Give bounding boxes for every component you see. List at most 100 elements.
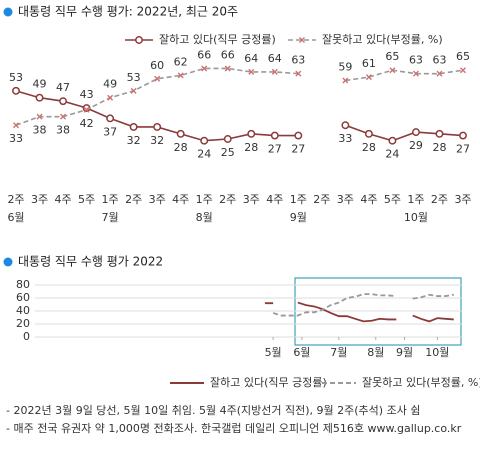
- x-tick-label: 1주: [102, 193, 119, 206]
- point: [129, 123, 138, 131]
- month-label: 10월: [404, 211, 428, 224]
- data-label: 32: [127, 134, 141, 147]
- point: [36, 113, 43, 120]
- point: [412, 70, 419, 77]
- x-tick-label: 1주: [407, 193, 424, 206]
- point: [271, 68, 278, 75]
- point: [364, 129, 373, 138]
- point: [294, 131, 303, 140]
- point: [435, 129, 444, 138]
- x-tick-label: 1주: [196, 193, 213, 206]
- x-tick-label: 3주: [243, 193, 260, 206]
- data-label: 53: [9, 71, 23, 84]
- x-tick-label: 3주: [454, 193, 471, 206]
- point: [107, 94, 114, 101]
- month-label: 7월: [102, 211, 119, 224]
- data-label: 47: [56, 81, 70, 94]
- data-label: 42: [80, 117, 94, 130]
- point: [248, 68, 255, 75]
- data-label: 32: [150, 134, 164, 147]
- point: [59, 97, 68, 106]
- data-label: 63: [409, 54, 423, 67]
- point: [153, 123, 162, 131]
- data-label: 37: [103, 125, 117, 138]
- point: [295, 70, 302, 77]
- x-tick-label: 4주: [54, 193, 71, 206]
- point: [341, 121, 350, 130]
- x-tick-label: 8월: [367, 346, 384, 359]
- x-tick-label: 3주: [31, 193, 48, 206]
- point: [83, 106, 90, 113]
- x-tick-label: 2주: [219, 193, 236, 206]
- x-tick-label: 4주: [360, 193, 377, 206]
- footnote: - 매주 전국 유권자 약 1,000명 전화조사. 한국갤럽 데일리 오피니언…: [6, 421, 462, 435]
- point: [106, 114, 115, 123]
- point: [130, 87, 137, 94]
- point: [176, 129, 185, 138]
- point: [224, 65, 231, 72]
- data-label: 38: [56, 124, 70, 137]
- x-tick-label: 5주: [78, 193, 95, 206]
- data-label: 53: [127, 71, 141, 84]
- y-tick-label: 60: [16, 291, 30, 304]
- legend-label: 잘못하고 있다(부정률, %): [362, 375, 480, 389]
- data-label: 49: [103, 78, 117, 91]
- x-tick-label: 4주: [172, 193, 189, 206]
- data-label: 27: [456, 143, 470, 156]
- month-label: 8월: [196, 211, 213, 224]
- data-label: 27: [268, 143, 282, 156]
- x-tick-label: 9월: [396, 346, 413, 359]
- point: [201, 65, 208, 72]
- x-tick-label: 3주: [149, 193, 166, 206]
- x-tick-label: 2주: [431, 193, 448, 206]
- data-label: 65: [456, 50, 470, 63]
- data-label: 66: [221, 48, 235, 61]
- point: [177, 72, 184, 79]
- data-label: 24: [385, 148, 399, 161]
- point: [154, 75, 161, 82]
- x-tick-label: 10월: [425, 346, 449, 359]
- x-tick-label: 2주: [7, 193, 24, 206]
- y-tick-label: 20: [16, 317, 30, 330]
- x-tick-label: 5주: [384, 193, 401, 206]
- data-label: 64: [244, 52, 258, 65]
- title-dot: [3, 257, 13, 267]
- series-line: [264, 301, 454, 323]
- x-tick-label: 4주: [266, 193, 283, 206]
- data-label: 28: [244, 141, 258, 154]
- data-label: 28: [432, 141, 446, 154]
- legend-marker: [135, 36, 143, 44]
- point: [223, 135, 232, 143]
- data-label: 29: [409, 139, 423, 152]
- data-label: 66: [197, 48, 211, 61]
- data-label: 63: [291, 54, 305, 67]
- point: [270, 131, 279, 140]
- x-tick-label: 7월: [330, 346, 347, 359]
- point: [13, 122, 19, 129]
- month-label: 9월: [290, 211, 307, 224]
- data-label: 38: [33, 124, 47, 137]
- point: [436, 70, 443, 77]
- data-label: 28: [174, 141, 188, 154]
- x-tick-label: 2주: [313, 193, 330, 206]
- data-label: 49: [33, 78, 47, 91]
- x-tick-label: 2주: [125, 193, 142, 206]
- point: [411, 128, 420, 137]
- data-label: 28: [362, 141, 376, 154]
- legend-label: 잘하고 있다(직무 긍정률): [159, 32, 276, 46]
- data-label: 59: [338, 61, 352, 74]
- point: [389, 67, 396, 74]
- y-tick-label: 0: [23, 330, 30, 343]
- point: [35, 93, 44, 102]
- point: [365, 74, 372, 81]
- data-label: 62: [174, 55, 188, 68]
- footnote: - 2022년 3월 9일 당선, 5월 10일 취임. 5월 4주(지방선거 …: [6, 403, 420, 417]
- data-label: 61: [362, 57, 376, 70]
- data-label: 63: [432, 54, 446, 67]
- x-tick-label: 1주: [290, 193, 307, 206]
- point: [12, 86, 20, 95]
- point: [460, 67, 466, 74]
- series-line: [272, 293, 454, 317]
- x-tick-label: 6월: [293, 346, 310, 359]
